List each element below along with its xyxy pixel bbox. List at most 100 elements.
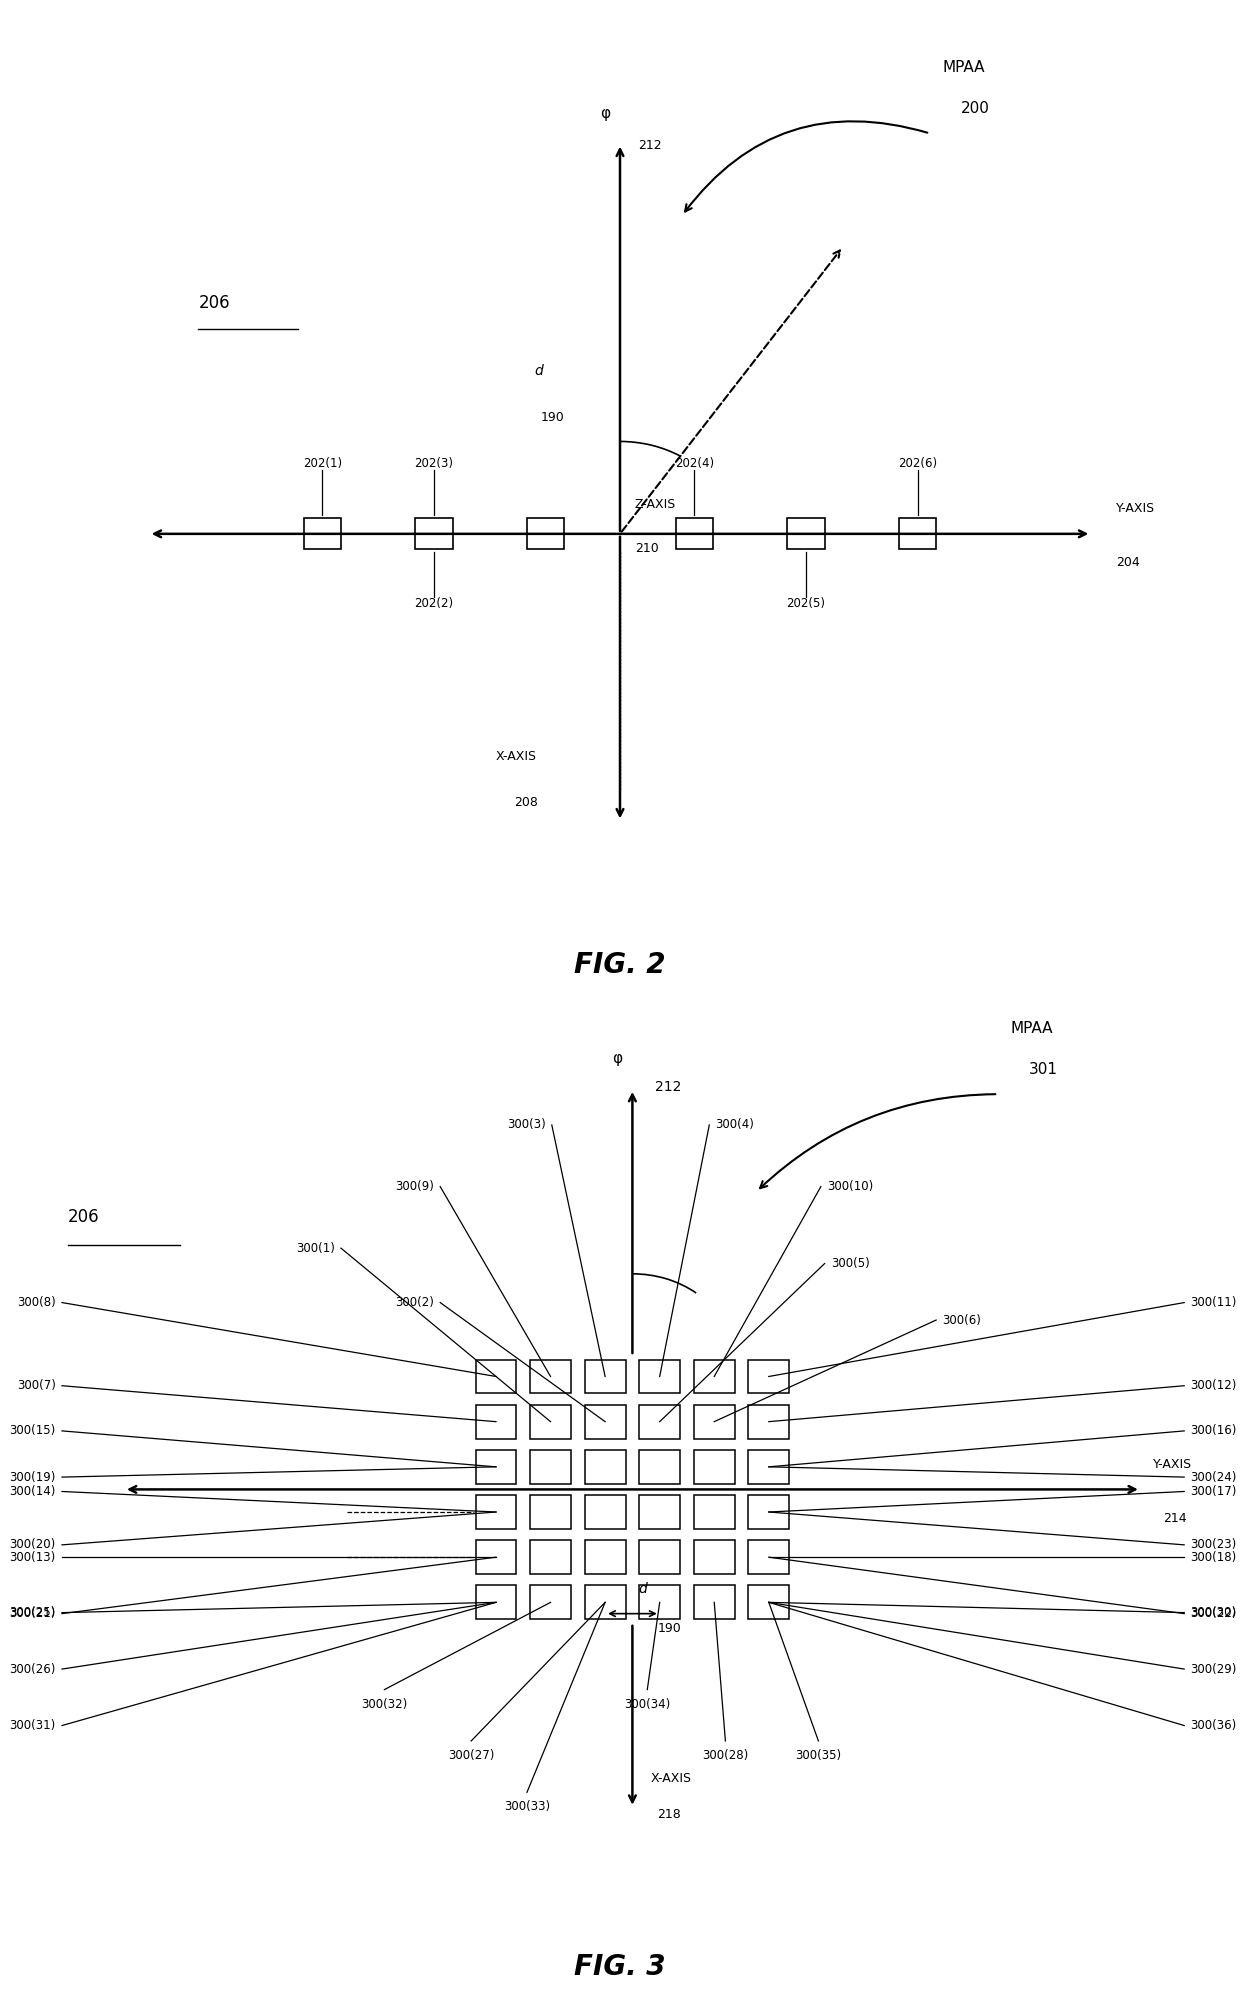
Bar	[529, 1586, 570, 1618]
Bar	[694, 1496, 734, 1530]
Bar	[694, 1405, 734, 1439]
Bar	[529, 1449, 570, 1484]
Text: 300(18): 300(18)	[1190, 1550, 1236, 1564]
Text: 210: 210	[635, 541, 658, 556]
Text: 300(7): 300(7)	[17, 1379, 56, 1393]
Text: φ: φ	[600, 107, 610, 121]
Text: Y-AXIS: Y-AXIS	[1116, 503, 1156, 515]
Text: 300(10): 300(10)	[827, 1180, 873, 1194]
Bar	[529, 1540, 570, 1574]
Text: 300(16): 300(16)	[1190, 1425, 1236, 1437]
Text: 300(11): 300(11)	[1190, 1296, 1236, 1308]
Text: X-AXIS: X-AXIS	[651, 1771, 692, 1786]
Text: 300(35): 300(35)	[795, 1749, 842, 1761]
Text: 202(3): 202(3)	[414, 457, 454, 471]
Text: 202(2): 202(2)	[414, 598, 454, 610]
Text: 190: 190	[541, 411, 564, 425]
Text: 300(13): 300(13)	[10, 1550, 56, 1564]
Text: 300(27): 300(27)	[448, 1749, 495, 1761]
Text: X-AXIS: X-AXIS	[496, 749, 537, 763]
Text: 300(2): 300(2)	[396, 1296, 434, 1308]
Bar	[527, 519, 564, 550]
Bar	[475, 1496, 516, 1530]
Bar	[585, 1449, 625, 1484]
Text: 300(28): 300(28)	[702, 1749, 749, 1761]
Bar	[529, 1359, 570, 1393]
Text: 202(1): 202(1)	[303, 457, 342, 471]
Text: 300(17): 300(17)	[1190, 1486, 1236, 1498]
Text: 200: 200	[961, 101, 990, 117]
Bar	[585, 1586, 625, 1618]
Bar	[640, 1449, 680, 1484]
Text: 300(33): 300(33)	[503, 1800, 551, 1814]
Text: 300(20): 300(20)	[10, 1538, 56, 1552]
Text: 206: 206	[68, 1208, 100, 1226]
Bar	[585, 1496, 625, 1530]
Bar	[585, 1405, 625, 1439]
Text: d: d	[639, 1582, 647, 1596]
Text: 190: 190	[657, 1622, 681, 1635]
Text: 202(4): 202(4)	[675, 457, 714, 471]
Text: d: d	[534, 364, 543, 378]
Text: 212: 212	[655, 1081, 681, 1095]
Text: 300(4): 300(4)	[715, 1119, 754, 1131]
Bar	[748, 1405, 789, 1439]
Text: 202(6): 202(6)	[898, 457, 937, 471]
Text: 300(3): 300(3)	[507, 1119, 546, 1131]
Bar	[640, 1586, 680, 1618]
Text: 202(5): 202(5)	[786, 598, 826, 610]
Text: FIG. 2: FIG. 2	[574, 950, 666, 978]
Text: 300(22): 300(22)	[1190, 1606, 1236, 1620]
Bar	[585, 1540, 625, 1574]
Text: Y-AXIS: Y-AXIS	[1153, 1457, 1193, 1472]
Bar	[748, 1449, 789, 1484]
Bar	[748, 1586, 789, 1618]
Text: 301: 301	[1029, 1061, 1058, 1077]
Text: 300(1): 300(1)	[296, 1242, 335, 1254]
Text: 300(14): 300(14)	[10, 1486, 56, 1498]
Text: MPAA: MPAA	[1011, 1021, 1053, 1035]
Bar	[640, 1359, 680, 1393]
Bar	[748, 1540, 789, 1574]
Text: 212: 212	[639, 139, 662, 151]
Bar	[304, 519, 341, 550]
Bar	[748, 1359, 789, 1393]
Text: 300(31): 300(31)	[10, 1719, 56, 1731]
Text: 300(25): 300(25)	[10, 1606, 56, 1618]
Bar	[529, 1496, 570, 1530]
Bar	[640, 1540, 680, 1574]
Bar	[475, 1586, 516, 1618]
Bar	[694, 1540, 734, 1574]
Text: FIG. 3: FIG. 3	[574, 1953, 666, 1981]
Text: 300(21): 300(21)	[10, 1606, 56, 1620]
Text: Z-AXIS: Z-AXIS	[635, 497, 676, 511]
Text: 300(5): 300(5)	[831, 1256, 869, 1270]
Bar	[475, 1405, 516, 1439]
Text: 300(15): 300(15)	[10, 1425, 56, 1437]
Text: 300(36): 300(36)	[1190, 1719, 1236, 1731]
Bar	[475, 1449, 516, 1484]
Text: φ: φ	[613, 1051, 622, 1067]
Bar	[787, 519, 825, 550]
Bar	[676, 519, 713, 550]
Text: 300(8): 300(8)	[17, 1296, 56, 1308]
Text: 214: 214	[1163, 1512, 1187, 1526]
Text: 208: 208	[515, 795, 538, 809]
Bar	[640, 1405, 680, 1439]
Bar	[748, 1496, 789, 1530]
Bar	[415, 519, 453, 550]
Bar	[694, 1449, 734, 1484]
Bar	[529, 1405, 570, 1439]
Text: 300(30): 300(30)	[1190, 1606, 1236, 1618]
Bar	[899, 519, 936, 550]
Text: 300(23): 300(23)	[1190, 1538, 1236, 1552]
Text: 300(9): 300(9)	[396, 1180, 434, 1194]
Bar	[694, 1359, 734, 1393]
Text: 218: 218	[657, 1808, 681, 1822]
Bar	[585, 1359, 625, 1393]
Bar	[475, 1359, 516, 1393]
Text: MPAA: MPAA	[942, 60, 985, 74]
Text: 300(6): 300(6)	[942, 1314, 981, 1327]
Text: 300(24): 300(24)	[1190, 1472, 1236, 1484]
Text: 300(19): 300(19)	[10, 1472, 56, 1484]
